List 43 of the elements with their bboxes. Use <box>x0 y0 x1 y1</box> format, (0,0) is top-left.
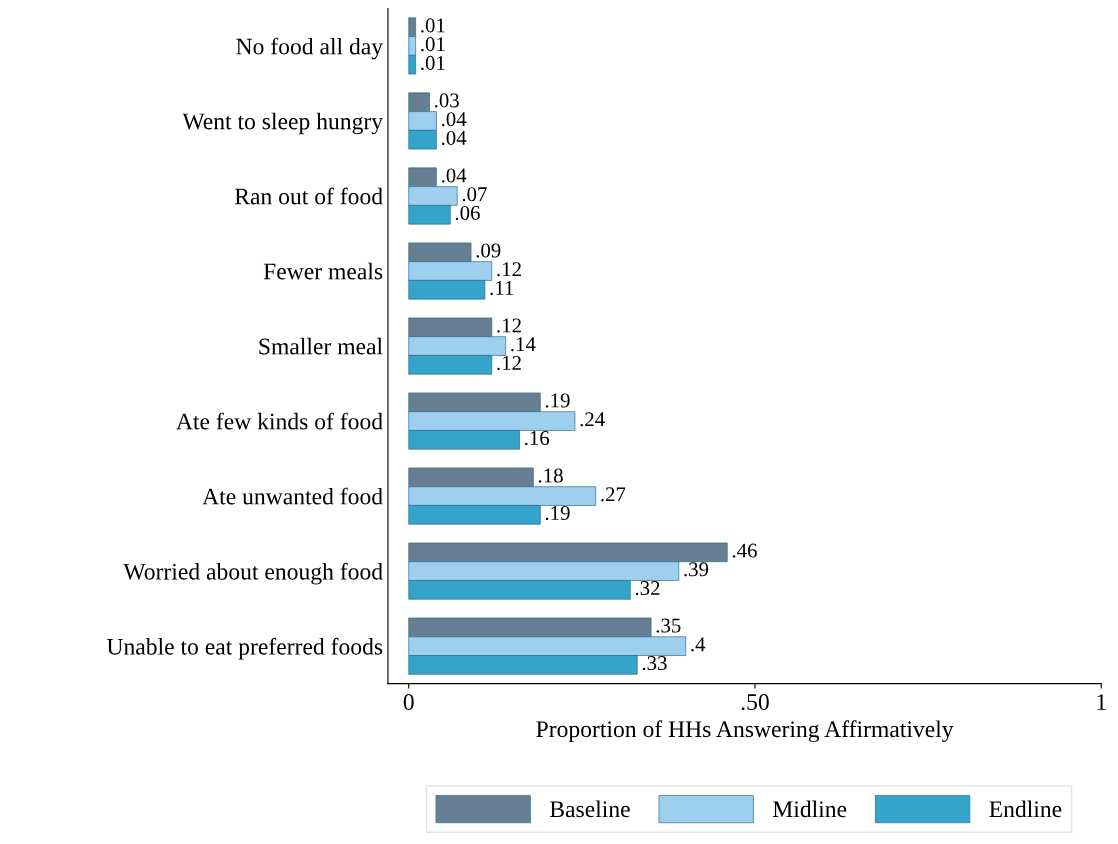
data-label: .27 <box>601 487 626 502</box>
y-tick-label: Worried about enough food <box>123 562 383 585</box>
x-tick-label: 1 <box>1097 694 1106 710</box>
legend-label: Midline <box>772 800 847 818</box>
data-label: .09 <box>476 243 501 258</box>
data-label: .03 <box>435 93 459 108</box>
data-label: .11 <box>490 281 514 296</box>
data-label: .24 <box>580 412 605 427</box>
data-label: .04 <box>441 130 467 146</box>
data-label: .19 <box>545 506 570 521</box>
x-axis-title: Proportion of HHs Answering Affirmatively <box>536 720 954 743</box>
y-tick-label: Ate unwanted food <box>202 487 383 505</box>
x-tick-label: 0 <box>403 694 414 710</box>
data-label: .35 <box>656 618 681 633</box>
x-tick-label: .50 <box>741 694 769 711</box>
data-label: .18 <box>538 468 563 483</box>
data-label: .12 <box>497 356 521 371</box>
data-label: .01 <box>421 55 445 71</box>
data-label: .19 <box>545 393 570 408</box>
legend-label: Baseline <box>549 800 630 818</box>
data-label: .4 <box>691 637 706 652</box>
data-label: .01 <box>421 18 445 33</box>
data-label: .04 <box>441 168 467 183</box>
y-tick-label: Unable to eat preferred foods <box>106 637 383 660</box>
data-label: .46 <box>732 543 757 558</box>
y-tick-label: Went to sleep hungry <box>182 112 383 135</box>
legend-label: Endline <box>989 800 1062 818</box>
data-label: .32 <box>635 581 660 596</box>
y-tick-label: Smaller meal <box>259 337 383 355</box>
data-label: .01 <box>421 37 445 52</box>
data-label: .04 <box>441 112 467 127</box>
data-label: .39 <box>684 562 709 577</box>
data-label: .33 <box>642 656 667 671</box>
y-tick-label: Ate few kinds of food <box>176 412 383 430</box>
data-label: .12 <box>497 262 521 277</box>
data-label: .16 <box>525 431 550 446</box>
y-tick-label: Fewer meals <box>263 262 383 280</box>
data-label: .14 <box>511 337 536 352</box>
y-tick-label: No food all day <box>236 37 383 60</box>
data-label: .06 <box>455 205 480 221</box>
data-label: .07 <box>462 187 487 202</box>
y-tick-label: Ran out of food <box>234 187 383 205</box>
data-label: .12 <box>497 318 521 333</box>
